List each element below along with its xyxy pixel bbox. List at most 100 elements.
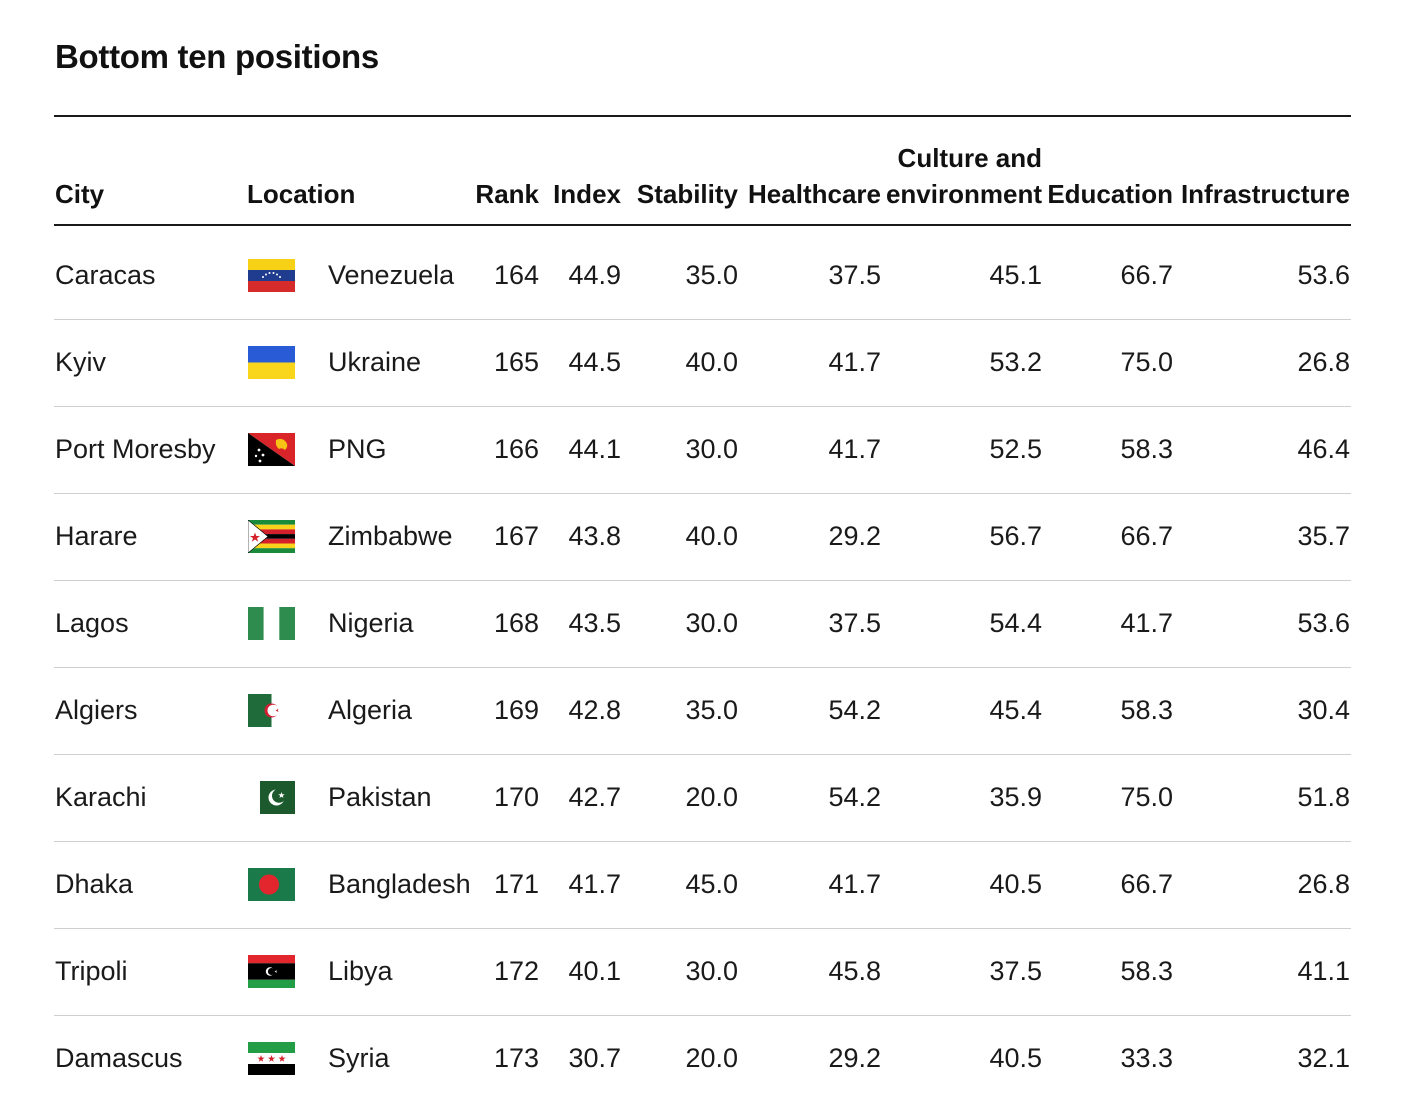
row-separator [54, 319, 1351, 320]
culture-cell: 35.9 [989, 782, 1042, 812]
location-cell: Bangladesh [328, 869, 471, 899]
culture-cell: 56.7 [989, 521, 1042, 551]
culture-cell: 40.5 [989, 1043, 1042, 1073]
table-row: Dhaka Bangladesh 171 41.7 45.0 41.7 40.5 66.7 26… [0, 841, 1414, 928]
row-separator [54, 841, 1351, 842]
table-row: Caracas Venezuela 164 44.9 35.0 37.5 45.1 66.7 5… [0, 232, 1414, 319]
row-separator [54, 580, 1351, 581]
location-cell: Syria [328, 1043, 390, 1073]
city-cell: Kyiv [55, 347, 107, 377]
culture-cell: 53.2 [989, 347, 1042, 377]
stability-cell: 30.0 [685, 434, 738, 464]
healthcare-cell: 41.7 [828, 434, 881, 464]
stability-cell: 40.0 [685, 521, 738, 551]
ukraine-flag-icon [248, 346, 295, 379]
stability-cell: 30.0 [685, 956, 738, 986]
location-cell: PNG [328, 434, 387, 464]
city-cell: Algiers [55, 695, 138, 725]
education-cell: 66.7 [1120, 869, 1173, 899]
header-location: Location [247, 179, 356, 209]
rank-cell: 164 [493, 260, 539, 290]
healthcare-cell: 41.7 [828, 347, 881, 377]
healthcare-cell: 54.2 [828, 782, 881, 812]
healthcare-cell: 45.8 [828, 956, 881, 986]
location-cell: Venezuela [328, 260, 455, 290]
rank-cell: 171 [493, 869, 539, 899]
location-cell: Nigeria [328, 608, 414, 638]
index-cell: 43.8 [568, 521, 621, 551]
table-row: Tripoli Libya 172 40.1 30.0 45.8 37.5 58.3 41.1 [0, 928, 1414, 1015]
index-cell: 43.5 [568, 608, 621, 638]
rank-cell: 167 [493, 521, 539, 551]
pakistan-flag-icon [248, 781, 295, 814]
infrastructure-cell: 35.7 [1297, 521, 1350, 551]
stability-cell: 20.0 [685, 1043, 738, 1073]
header-healthcare: Healthcare [748, 179, 881, 209]
header-stability: Stability [636, 179, 738, 209]
rank-cell: 165 [493, 347, 539, 377]
rank-cell: 170 [493, 782, 539, 812]
infrastructure-cell: 32.1 [1297, 1043, 1350, 1073]
infrastructure-cell: 41.1 [1297, 956, 1350, 986]
rank-cell: 168 [493, 608, 539, 638]
rank-cell: 169 [493, 695, 539, 725]
nigeria-flag-icon [248, 607, 295, 640]
stability-cell: 30.0 [685, 608, 738, 638]
healthcare-cell: 29.2 [828, 521, 881, 551]
infrastructure-cell: 53.6 [1297, 608, 1350, 638]
education-cell: 58.3 [1120, 695, 1173, 725]
table-title: Bottom ten positions [55, 38, 379, 75]
city-cell: Tripoli [55, 956, 128, 986]
city-cell: Karachi [55, 782, 147, 812]
rank-cell: 173 [493, 1043, 539, 1073]
stability-cell: 45.0 [685, 869, 738, 899]
city-cell: Port Moresby [55, 434, 216, 464]
table-row: Lagos Nigeria 168 43.5 30.0 37.5 54.4 41.7 53.6 [0, 580, 1414, 667]
table-row: Kyiv Ukraine 165 44.5 40.0 41.7 53.2 75.0 26.8 [0, 319, 1414, 406]
bangladesh-flag-icon [248, 868, 295, 901]
stability-cell: 35.0 [685, 260, 738, 290]
row-separator [54, 406, 1351, 407]
table-row: Damascus Syria 173 30.7 20.0 29.2 40.5 33.3 32.1 [0, 1015, 1414, 1102]
culture-cell: 45.4 [989, 695, 1042, 725]
venezuela-flag-icon [248, 259, 295, 292]
table-row: Algiers Algeria 169 42.8 35.0 54.2 45.4 58.3 30.… [0, 667, 1414, 754]
index-cell: 41.7 [568, 869, 621, 899]
header-culture-line2: environment [885, 179, 1042, 209]
education-cell: 75.0 [1120, 347, 1173, 377]
header-city: City [55, 179, 105, 209]
index-cell: 44.1 [568, 434, 621, 464]
infrastructure-cell: 51.8 [1297, 782, 1350, 812]
table-row: Karachi Pakistan 170 42.7 20.0 54.2 35.9 75.0 51… [0, 754, 1414, 841]
index-cell: 30.7 [568, 1043, 621, 1073]
healthcare-cell: 41.7 [828, 869, 881, 899]
top-rule [54, 115, 1351, 117]
table-row: Harare Zimbabwe 167 43.8 40.0 29.2 56.7 66.7 35.… [0, 493, 1414, 580]
education-cell: 41.7 [1120, 608, 1173, 638]
libya-flag-icon [248, 955, 295, 988]
rank-cell: 166 [493, 434, 539, 464]
city-cell: Caracas [55, 260, 156, 290]
row-separator [54, 754, 1351, 755]
culture-cell: 37.5 [989, 956, 1042, 986]
city-cell: Lagos [55, 608, 129, 638]
stability-cell: 20.0 [685, 782, 738, 812]
syria-flag-icon [248, 1042, 295, 1075]
healthcare-cell: 29.2 [828, 1043, 881, 1073]
infrastructure-cell: 46.4 [1297, 434, 1350, 464]
healthcare-cell: 37.5 [828, 260, 881, 290]
index-cell: 42.8 [568, 695, 621, 725]
header-education: Education [1047, 179, 1173, 209]
location-cell: Zimbabwe [328, 521, 453, 551]
stability-cell: 35.0 [685, 695, 738, 725]
rank-cell: 172 [493, 956, 539, 986]
header-index: Index [553, 179, 621, 209]
culture-cell: 54.4 [989, 608, 1042, 638]
infrastructure-cell: 26.8 [1297, 869, 1350, 899]
stability-cell: 40.0 [685, 347, 738, 377]
city-cell: Damascus [55, 1043, 183, 1073]
education-cell: 75.0 [1120, 782, 1173, 812]
location-cell: Ukraine [328, 347, 422, 377]
location-cell: Pakistan [328, 782, 432, 812]
index-cell: 44.5 [568, 347, 621, 377]
